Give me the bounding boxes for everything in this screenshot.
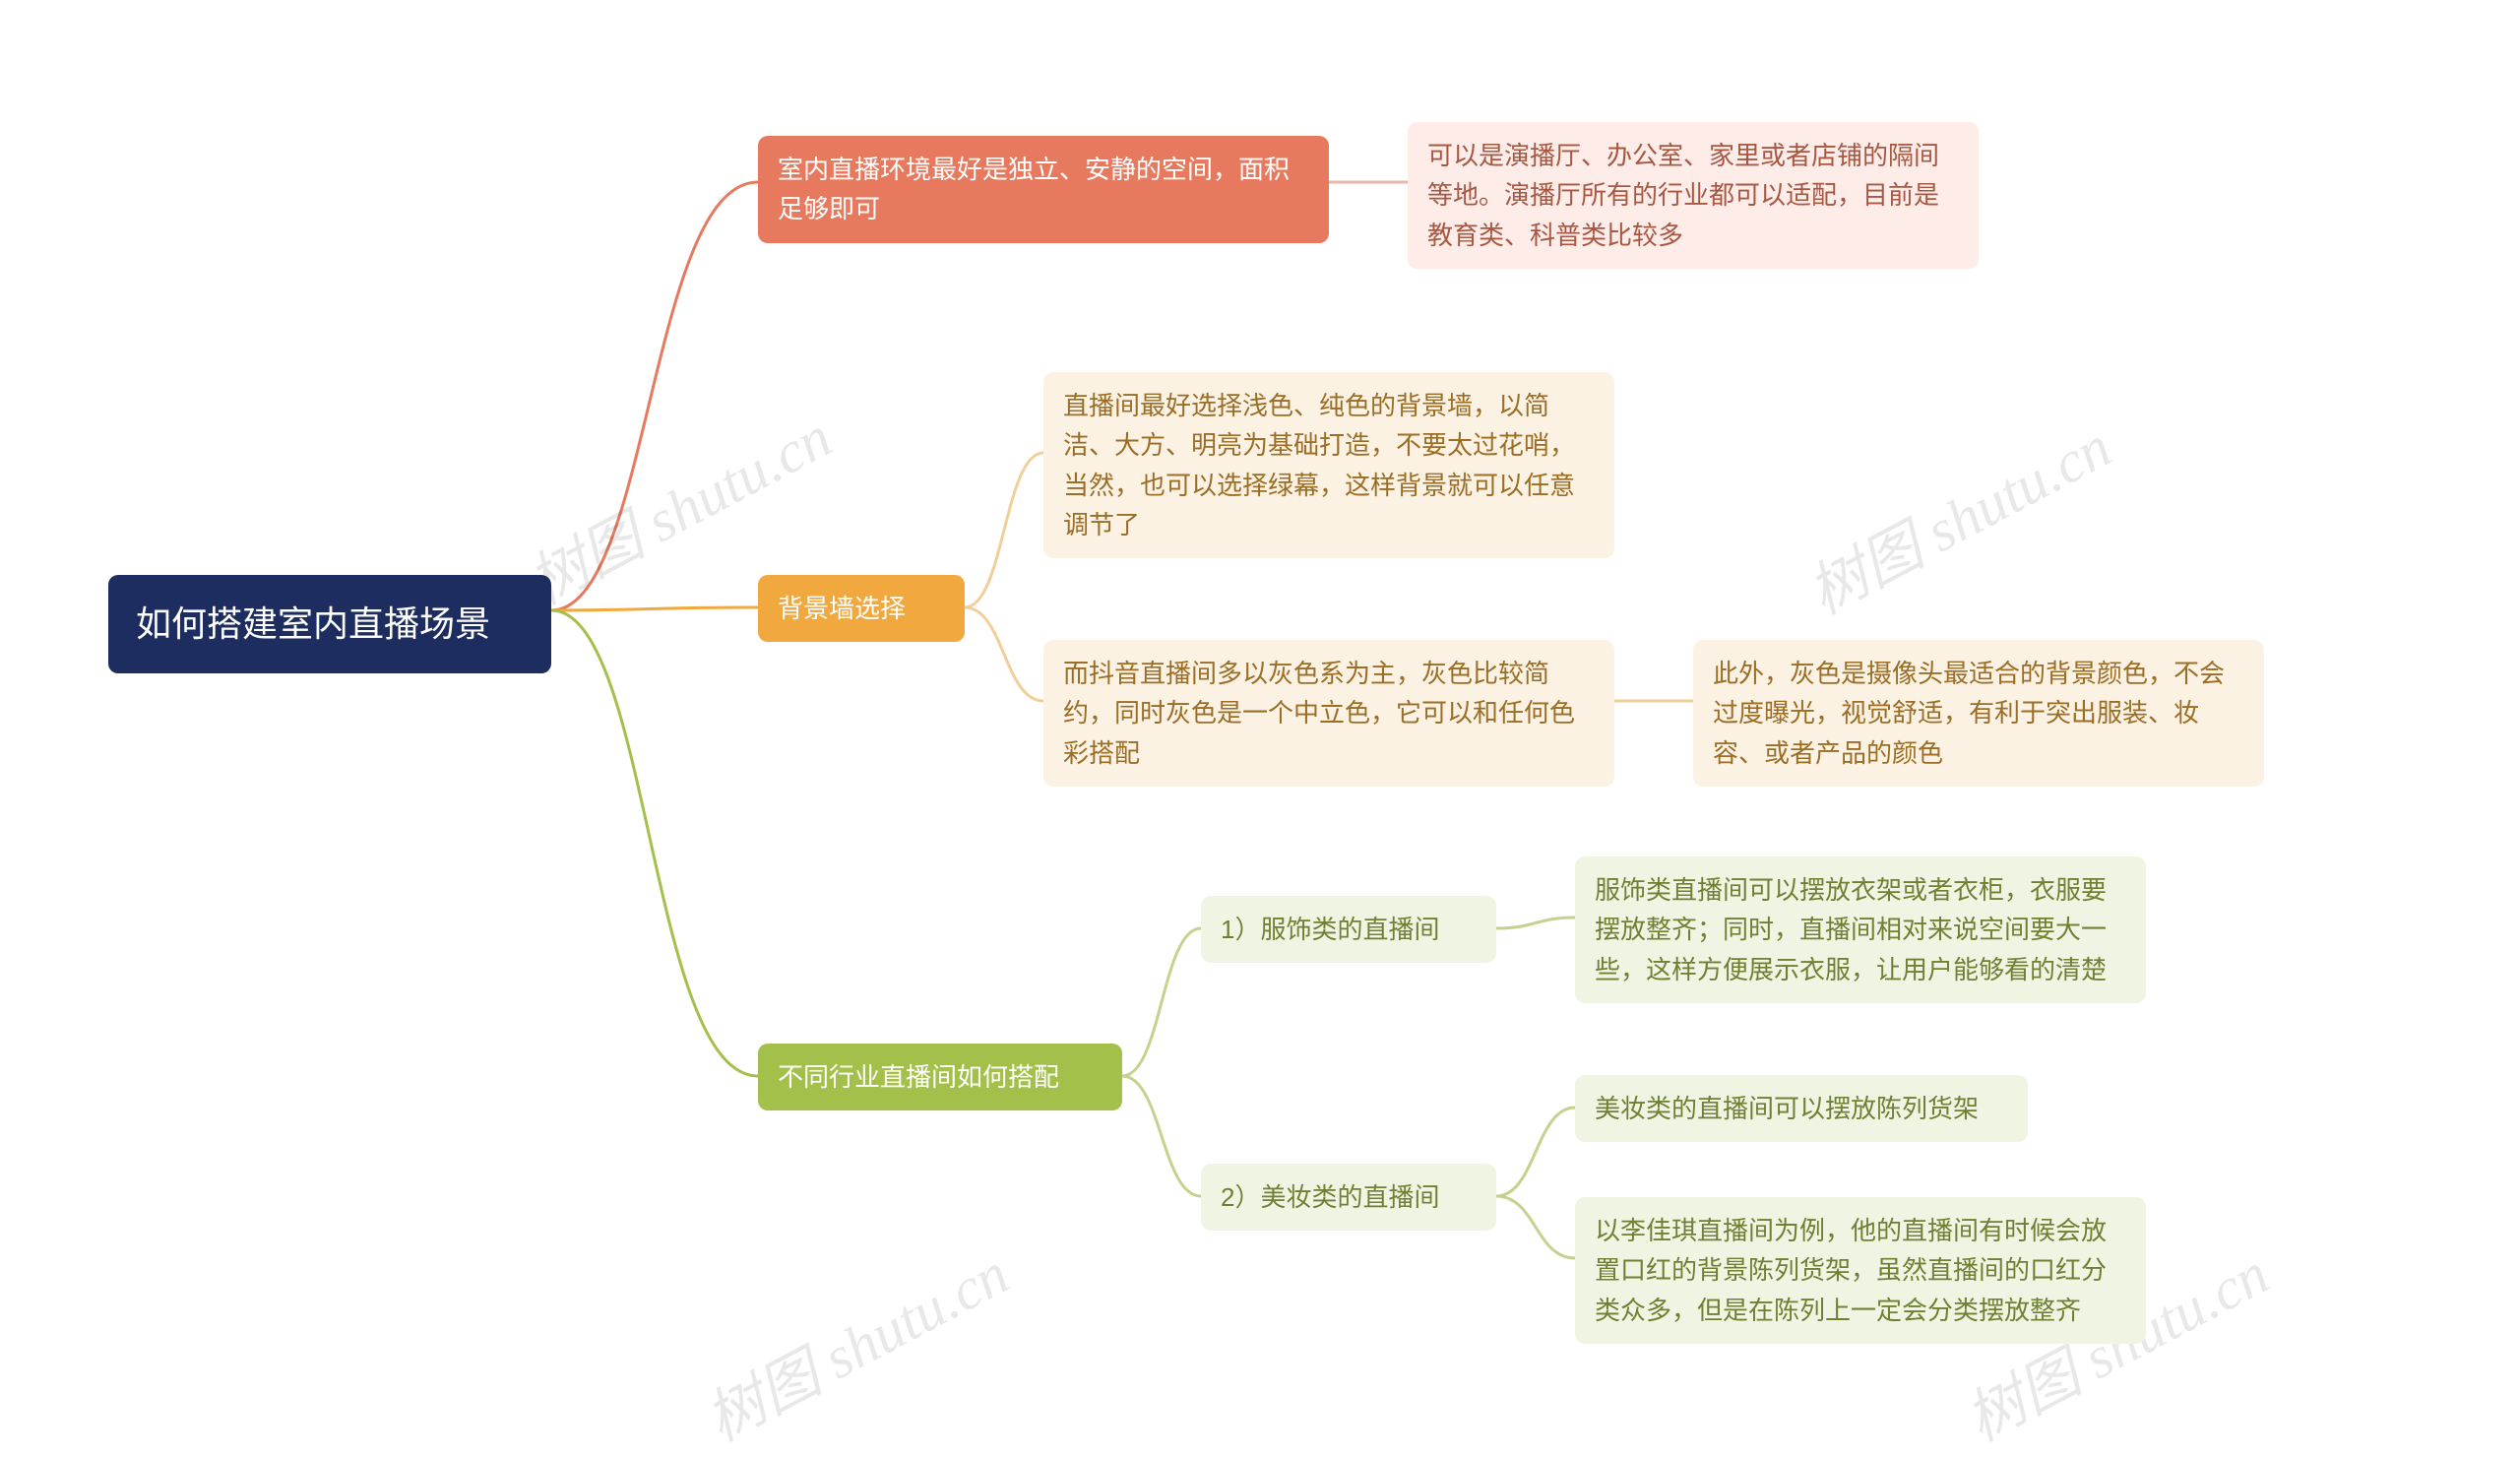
leaf-beauty[interactable]: 2）美妆类的直播间: [1201, 1164, 1496, 1231]
leaf-bg-light-color[interactable]: 直播间最好选择浅色、纯色的背景墙，以简洁、大方、明亮为基础打造，不要太过花哨，当…: [1043, 372, 1614, 558]
leaf-apparel-detail[interactable]: 服饰类直播间可以摆放衣架或者衣柜，衣服要摆放整齐；同时，直播间相对来说空间要大一…: [1575, 856, 2146, 1003]
leaf-environment-detail[interactable]: 可以是演播厅、办公室、家里或者店铺的隔间等地。演播厅所有的行业都可以适配，目前是…: [1408, 122, 1979, 269]
leaf-beauty-example[interactable]: 以李佳琪直播间为例，他的直播间有时候会放置口红的背景陈列货架，虽然直播间的口红分…: [1575, 1197, 2146, 1344]
branch-environment[interactable]: 室内直播环境最好是独立、安静的空间，面积足够即可: [758, 136, 1329, 243]
leaf-beauty-shelf[interactable]: 美妆类的直播间可以摆放陈列货架: [1575, 1075, 2028, 1142]
leaf-bg-gray[interactable]: 而抖音直播间多以灰色系为主，灰色比较简约，同时灰色是一个中立色，它可以和任何色彩…: [1043, 640, 1614, 787]
leaf-apparel[interactable]: 1）服饰类的直播间: [1201, 896, 1496, 963]
watermark: 树图 shutu.cn: [688, 1227, 1021, 1458]
branch-background-wall[interactable]: 背景墙选择: [758, 575, 965, 642]
watermark: 树图 shutu.cn: [1791, 400, 2123, 631]
leaf-bg-gray-extra[interactable]: 此外，灰色是摄像头最适合的背景颜色，不会过度曝光，视觉舒适，有利于突出服装、妆容…: [1693, 640, 2264, 787]
branch-industry-setup[interactable]: 不同行业直播间如何搭配: [758, 1044, 1122, 1110]
mindmap-root[interactable]: 如何搭建室内直播场景: [108, 575, 551, 673]
